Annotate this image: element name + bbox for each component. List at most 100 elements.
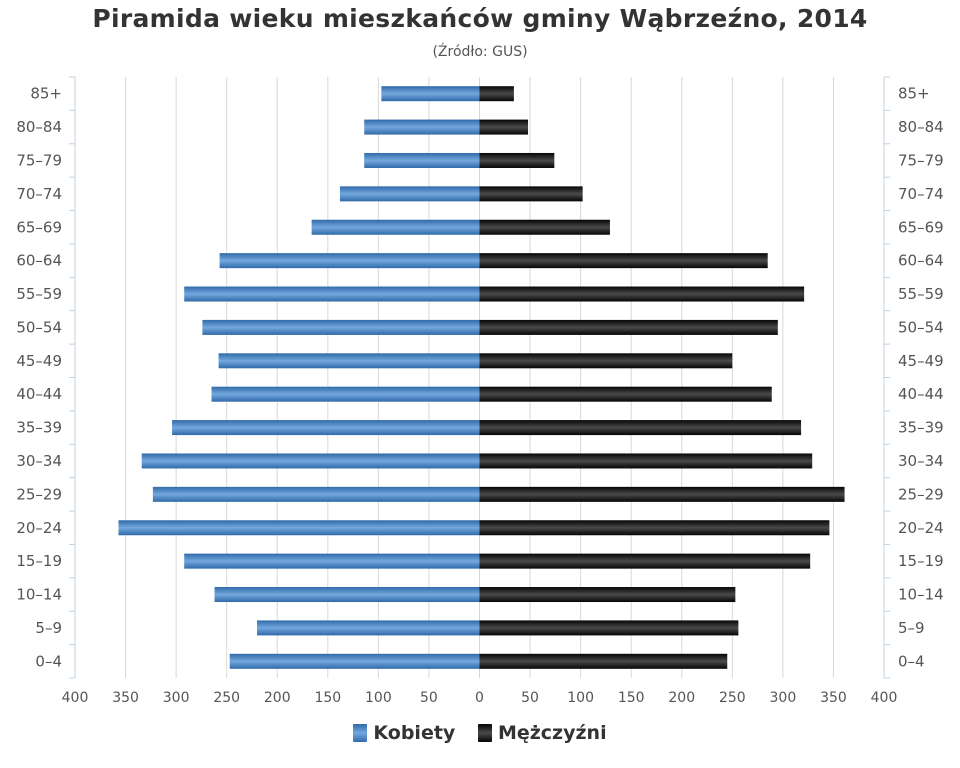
bar-kobiety[interactable] xyxy=(214,587,480,603)
bar-mezczyzni[interactable] xyxy=(479,587,736,603)
category-label-left: 5–9 xyxy=(35,619,62,637)
legend-item-kobiety[interactable]: Kobiety xyxy=(353,722,455,744)
category-label-right: 20–24 xyxy=(898,519,944,537)
bar-kobiety[interactable] xyxy=(218,353,480,369)
bar-mezczyzni[interactable] xyxy=(479,219,610,235)
chart-title: Piramida wieku mieszkańców gminy Wąbrzeź… xyxy=(92,4,868,33)
bar-kobiety[interactable] xyxy=(257,620,480,636)
category-label-left: 60–64 xyxy=(16,252,62,270)
category-label-right: 65–69 xyxy=(898,218,944,236)
chart-subtitle: (Źródło: GUS) xyxy=(432,44,528,60)
x-tick-label: 50 xyxy=(521,690,539,706)
category-label-right: 0–4 xyxy=(898,652,925,670)
category-label-left: 85+ xyxy=(30,85,62,103)
category-label-left: 50–54 xyxy=(16,318,62,336)
bar-kobiety[interactable] xyxy=(339,186,480,202)
bar-mezczyzni[interactable] xyxy=(479,386,772,402)
legend-label-mezczyzni: Mężczyźni xyxy=(497,722,607,744)
x-tick-label: 350 xyxy=(820,690,847,706)
x-tick-label: 150 xyxy=(314,690,341,706)
bar-mezczyzni[interactable] xyxy=(479,453,813,469)
category-label-right: 75–79 xyxy=(898,151,944,169)
category-label-right: 60–64 xyxy=(898,252,944,270)
x-tick-label: 250 xyxy=(719,690,746,706)
category-label-left: 0–4 xyxy=(35,652,62,670)
x-tick-label: 200 xyxy=(264,690,291,706)
bar-mezczyzni[interactable] xyxy=(479,119,529,135)
category-label-right: 40–44 xyxy=(898,385,944,403)
x-tick-label: 100 xyxy=(365,690,392,706)
bar-kobiety[interactable] xyxy=(184,286,480,302)
grid-layer xyxy=(125,77,834,678)
x-tick-label: 200 xyxy=(668,690,695,706)
x-tick-label: 250 xyxy=(213,690,240,706)
bar-mezczyzni[interactable] xyxy=(479,253,768,269)
bar-mezczyzni[interactable] xyxy=(479,520,830,536)
category-label-left: 30–34 xyxy=(16,452,62,470)
x-tick-label: 50 xyxy=(420,690,438,706)
bar-kobiety[interactable] xyxy=(219,253,480,269)
category-label-right: 25–29 xyxy=(898,485,944,503)
category-label-left: 10–14 xyxy=(16,586,62,604)
labels-layer: 400 350 300 250 200 150 100 50 0 50 100 150 200 250 30… xyxy=(16,85,943,706)
category-label-left: 65–69 xyxy=(16,218,62,236)
x-tick-label: 0 xyxy=(475,690,484,706)
x-tick-label: 400 xyxy=(62,690,89,706)
bar-kobiety[interactable] xyxy=(381,86,480,102)
bar-mezczyzni[interactable] xyxy=(479,653,728,669)
category-label-right: 15–19 xyxy=(898,552,944,570)
bar-kobiety[interactable] xyxy=(184,553,480,569)
bar-kobiety[interactable] xyxy=(229,653,480,669)
bar-mezczyzni[interactable] xyxy=(479,353,733,369)
category-label-left: 35–39 xyxy=(16,419,62,437)
category-label-right: 50–54 xyxy=(898,318,944,336)
bar-kobiety[interactable] xyxy=(118,520,480,536)
bar-kobiety[interactable] xyxy=(364,119,480,135)
bar-kobiety[interactable] xyxy=(211,386,480,402)
bar-kobiety[interactable] xyxy=(311,219,480,235)
category-label-right: 35–39 xyxy=(898,419,944,437)
bar-mezczyzni[interactable] xyxy=(479,620,739,636)
legend-swatch-kobiety xyxy=(353,724,368,742)
bar-kobiety[interactable] xyxy=(152,486,480,502)
legend-item-mezczyzni[interactable]: Mężczyźni xyxy=(477,722,607,744)
category-label-left: 40–44 xyxy=(16,385,62,403)
category-label-left: 20–24 xyxy=(16,519,62,537)
bars-layer xyxy=(118,86,845,669)
category-label-right: 55–59 xyxy=(898,285,944,303)
bar-mezczyzni[interactable] xyxy=(479,152,555,168)
x-tick-label: 100 xyxy=(567,690,594,706)
bar-mezczyzni[interactable] xyxy=(479,420,802,436)
category-label-right: 85+ xyxy=(898,85,930,103)
legend-label-kobiety: Kobiety xyxy=(373,722,456,744)
bar-kobiety[interactable] xyxy=(141,453,480,469)
bar-kobiety[interactable] xyxy=(202,319,480,335)
category-label-left: 80–84 xyxy=(16,118,62,136)
x-tick-label: 300 xyxy=(770,690,797,706)
bar-mezczyzni[interactable] xyxy=(479,186,583,202)
bar-mezczyzni[interactable] xyxy=(479,553,811,569)
bar-kobiety[interactable] xyxy=(172,420,480,436)
bar-mezczyzni[interactable] xyxy=(479,486,845,502)
category-label-left: 70–74 xyxy=(16,185,62,203)
bar-mezczyzni[interactable] xyxy=(479,319,778,335)
category-label-right: 45–49 xyxy=(898,352,944,370)
category-label-right: 70–74 xyxy=(898,185,944,203)
category-label-left: 45–49 xyxy=(16,352,62,370)
bar-kobiety[interactable] xyxy=(364,152,480,168)
category-label-left: 15–19 xyxy=(16,552,62,570)
axis-layer xyxy=(69,76,890,679)
x-tick-label: 350 xyxy=(112,690,139,706)
category-label-right: 5–9 xyxy=(898,619,925,637)
x-tick-label: 150 xyxy=(618,690,645,706)
category-label-left: 25–29 xyxy=(16,485,62,503)
category-label-left: 75–79 xyxy=(16,151,62,169)
legend-swatch-mezczyzni xyxy=(477,724,492,742)
category-label-left: 55–59 xyxy=(16,285,62,303)
bar-mezczyzni[interactable] xyxy=(479,86,514,102)
bar-mezczyzni[interactable] xyxy=(479,286,805,302)
x-tick-label: 300 xyxy=(163,690,190,706)
category-label-right: 30–34 xyxy=(898,452,944,470)
category-label-right: 10–14 xyxy=(898,586,944,604)
